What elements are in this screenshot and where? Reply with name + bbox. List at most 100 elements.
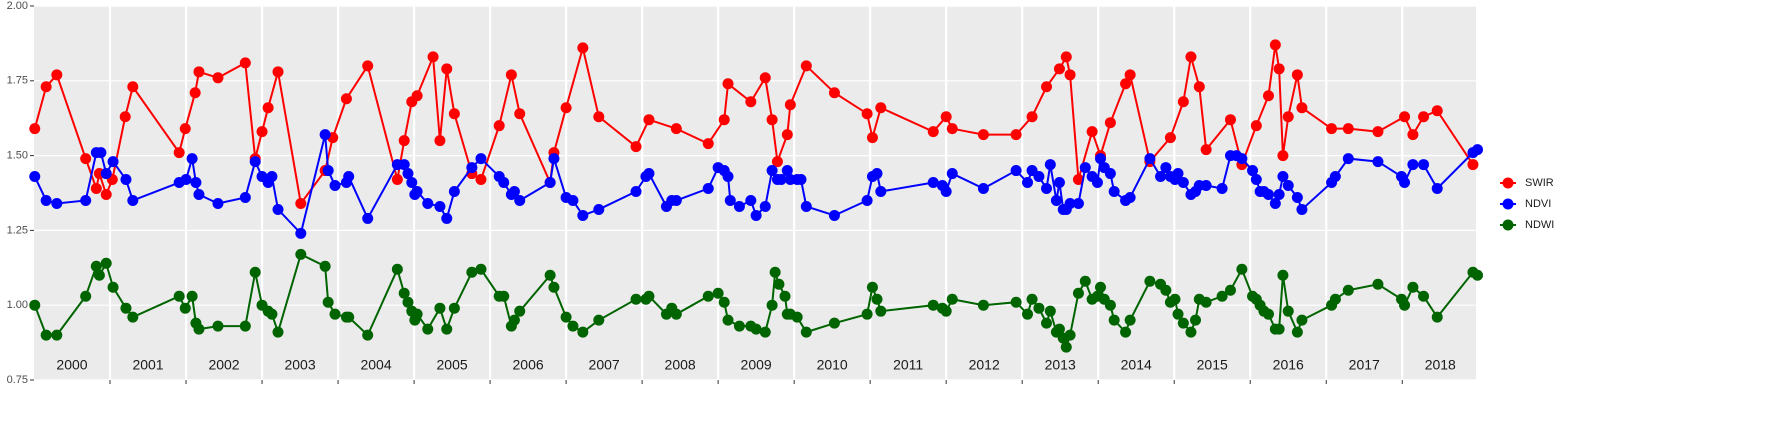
data-point	[791, 311, 803, 323]
data-point	[1399, 111, 1411, 123]
data-point	[775, 174, 787, 186]
data-point	[771, 156, 783, 168]
data-point	[1091, 177, 1103, 189]
data-point	[1033, 302, 1045, 314]
data-point	[329, 308, 341, 320]
data-point	[718, 114, 730, 126]
legend-label: NDWI	[1525, 219, 1554, 231]
data-point	[1053, 63, 1065, 75]
data-point	[1086, 126, 1098, 138]
data-point	[593, 111, 605, 123]
data-point	[733, 200, 745, 212]
data-point	[1120, 78, 1132, 90]
data-point	[828, 209, 840, 221]
data-point	[322, 165, 334, 177]
data-point	[343, 171, 355, 183]
data-point	[362, 60, 374, 72]
data-point	[1010, 129, 1022, 141]
data-point	[1216, 183, 1228, 195]
data-point	[1282, 111, 1294, 123]
data-point	[769, 266, 781, 278]
data-point	[977, 183, 989, 195]
data-point	[1262, 90, 1274, 102]
data-point	[249, 266, 261, 278]
data-point	[1277, 171, 1289, 183]
year-label: 2018	[1425, 357, 1456, 373]
year-label: 2017	[1349, 357, 1380, 373]
data-point	[391, 174, 403, 186]
data-point	[95, 147, 107, 159]
data-point	[1277, 269, 1289, 281]
data-point	[514, 108, 526, 120]
data-point	[402, 168, 414, 180]
data-point	[398, 159, 410, 171]
data-point	[1072, 197, 1084, 209]
data-point	[875, 305, 887, 317]
data-point	[1329, 293, 1341, 305]
data-point	[239, 57, 251, 69]
data-point	[1342, 284, 1354, 296]
data-point	[107, 281, 119, 293]
data-point	[861, 308, 873, 320]
data-point	[977, 299, 989, 311]
data-point	[1144, 275, 1156, 287]
data-point	[1407, 129, 1419, 141]
data-point	[1247, 165, 1259, 177]
data-point	[212, 197, 224, 209]
data-point	[1022, 177, 1034, 189]
data-point	[189, 87, 201, 99]
data-point	[1269, 39, 1281, 51]
data-point	[1185, 51, 1197, 63]
data-point	[1200, 144, 1212, 156]
data-point	[1418, 111, 1430, 123]
data-point	[745, 194, 757, 206]
data-point	[498, 177, 510, 189]
data-point	[51, 69, 63, 81]
data-point	[702, 290, 714, 302]
data-point	[871, 168, 883, 180]
data-point	[1124, 191, 1136, 203]
year-label: 2012	[969, 357, 1000, 373]
data-point	[1262, 188, 1274, 200]
data-point	[1407, 281, 1419, 293]
year-label: 2009	[741, 357, 772, 373]
y-tick-label: 1.50	[7, 150, 28, 162]
data-point	[1044, 159, 1056, 171]
data-point	[422, 197, 434, 209]
data-point	[1022, 308, 1034, 320]
data-point	[1053, 177, 1065, 189]
year-label: 2007	[589, 357, 620, 373]
year-label: 2010	[817, 357, 848, 373]
data-point	[120, 302, 132, 314]
data-point	[1224, 114, 1236, 126]
data-point	[1250, 120, 1262, 132]
legend-label: NDVI	[1525, 198, 1551, 210]
data-point	[498, 290, 510, 302]
data-point	[186, 153, 198, 165]
data-point	[1169, 293, 1181, 305]
data-point	[1250, 174, 1262, 186]
data-point	[861, 108, 873, 120]
data-point	[1200, 180, 1212, 192]
data-point	[173, 290, 185, 302]
legend-swatch	[1502, 219, 1514, 231]
data-point	[1407, 159, 1419, 171]
data-point	[643, 290, 655, 302]
data-point	[295, 227, 307, 239]
data-point	[544, 177, 556, 189]
data-point	[630, 293, 642, 305]
year-label: 2015	[1197, 357, 1228, 373]
data-point	[272, 203, 284, 215]
data-point	[1269, 197, 1281, 209]
data-point	[828, 87, 840, 99]
data-point	[127, 311, 139, 323]
data-point	[1185, 326, 1197, 338]
data-point	[1104, 168, 1116, 180]
data-point	[434, 135, 446, 147]
year-label: 2001	[132, 357, 163, 373]
data-point	[127, 194, 139, 206]
data-point	[391, 263, 403, 275]
year-label: 2008	[665, 357, 696, 373]
data-point	[643, 168, 655, 180]
data-point	[1079, 162, 1091, 174]
